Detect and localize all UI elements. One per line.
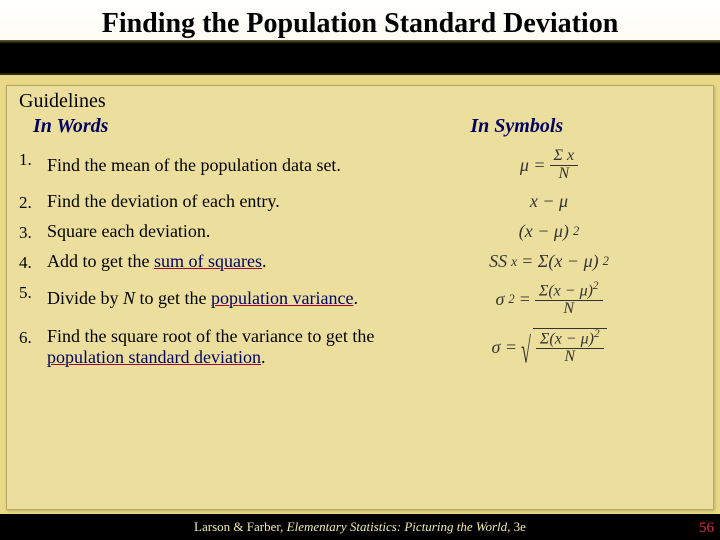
sqrt-icon: √ (521, 330, 531, 372)
step-formula-sumsquares: SSx = Σ(x − μ) 2 (397, 251, 701, 272)
step-words-post: . (262, 251, 267, 271)
step-words-pre: Add to get the (47, 251, 154, 271)
formula-sup: 2 (508, 292, 514, 307)
formula-sup: 2 (593, 280, 599, 292)
step-words-mid: to get the (135, 288, 211, 308)
step-words-pre: Find the square root of the variance to … (47, 326, 374, 346)
formula-text: μ = (520, 155, 546, 176)
fraction-numerator: Σ(x − μ) (540, 330, 594, 347)
footer-bar: Larson & Farber, Elementary Statistics: … (0, 514, 720, 540)
column-headers: In Words In Symbols (7, 113, 713, 144)
formula-text: = Σ(x − μ) (521, 251, 599, 272)
step-number: 5. (19, 281, 47, 303)
step-formula-square: (x − μ) 2 (397, 221, 701, 242)
step-row: 3. Square each deviation. (x − μ) 2 (7, 217, 713, 247)
step-words: Divide by N to get the population varian… (47, 288, 397, 310)
step-formula-deviation: x − μ (397, 191, 701, 212)
step-words: Find the deviation of each entry. (47, 191, 397, 213)
footer-book-title: Elementary Statistics: Picturing the Wor… (287, 519, 508, 534)
step-number: 6. (19, 326, 47, 348)
key-term: population standard deviation (47, 347, 261, 367)
key-term: sum of squares (154, 251, 262, 271)
step-words-post: . (261, 347, 266, 367)
title-bar: Finding the Population Standard Deviatio… (0, 0, 720, 75)
step-row: 2. Find the deviation of each entry. x −… (7, 187, 713, 217)
page-number: 56 (699, 520, 714, 537)
formula-text: σ (495, 289, 504, 310)
step-formula-stddev: σ = √ Σ(x − μ)2 N (397, 328, 701, 366)
step-row: 5. Divide by N to get the population var… (7, 277, 713, 322)
formula-text: σ = (491, 337, 517, 358)
guidelines-label: Guidelines (7, 86, 713, 113)
italic-var: N (123, 288, 135, 308)
step-words: Find the mean of the population data set… (47, 155, 397, 177)
formula-text: = (519, 289, 531, 310)
step-words: Find the square root of the variance to … (47, 326, 397, 369)
fraction-denominator: N (536, 349, 604, 366)
formula-sup: 2 (594, 328, 600, 340)
footer-author: Larson & Farber, (194, 519, 287, 534)
step-number: 1. (19, 148, 47, 170)
step-row: 6. Find the square root of the variance … (7, 322, 713, 373)
slide-title: Finding the Population Standard Deviatio… (0, 0, 720, 40)
step-formula-mean: μ = Σ x N (397, 148, 701, 183)
fraction-numerator: Σ x (550, 148, 579, 166)
col-header-words: In Words (33, 115, 400, 138)
step-number: 4. (19, 251, 47, 273)
formula-text: x − μ (530, 191, 568, 212)
content-panel: Guidelines In Words In Symbols 1. Find t… (6, 85, 714, 510)
fraction-denominator: N (550, 166, 579, 183)
fraction-denominator: N (535, 301, 603, 318)
step-row: 1. Find the mean of the population data … (7, 144, 713, 187)
step-words-post: . (353, 288, 358, 308)
fraction-numerator: Σ(x − μ) (539, 282, 593, 299)
step-formula-variance: σ2 = Σ(x − μ)2 N (397, 281, 701, 318)
step-row: 4. Add to get the sum of squares. SSx = … (7, 247, 713, 277)
step-number: 2. (19, 191, 47, 213)
key-term: population variance (211, 288, 353, 308)
col-header-symbols: In Symbols (400, 115, 701, 138)
footer-edition: , 3e (507, 519, 526, 534)
step-words: Add to get the sum of squares. (47, 251, 397, 273)
step-words: Square each deviation. (47, 221, 397, 243)
formula-text: (x − μ) (519, 221, 569, 242)
formula-sup: 2 (573, 224, 579, 239)
formula-text: SS (489, 251, 507, 272)
formula-sup: 2 (603, 254, 609, 269)
footer-citation: Larson & Farber, Elementary Statistics: … (0, 519, 720, 535)
step-words-pre: Divide by (47, 288, 123, 308)
step-number: 3. (19, 221, 47, 243)
formula-sub: x (511, 254, 517, 270)
